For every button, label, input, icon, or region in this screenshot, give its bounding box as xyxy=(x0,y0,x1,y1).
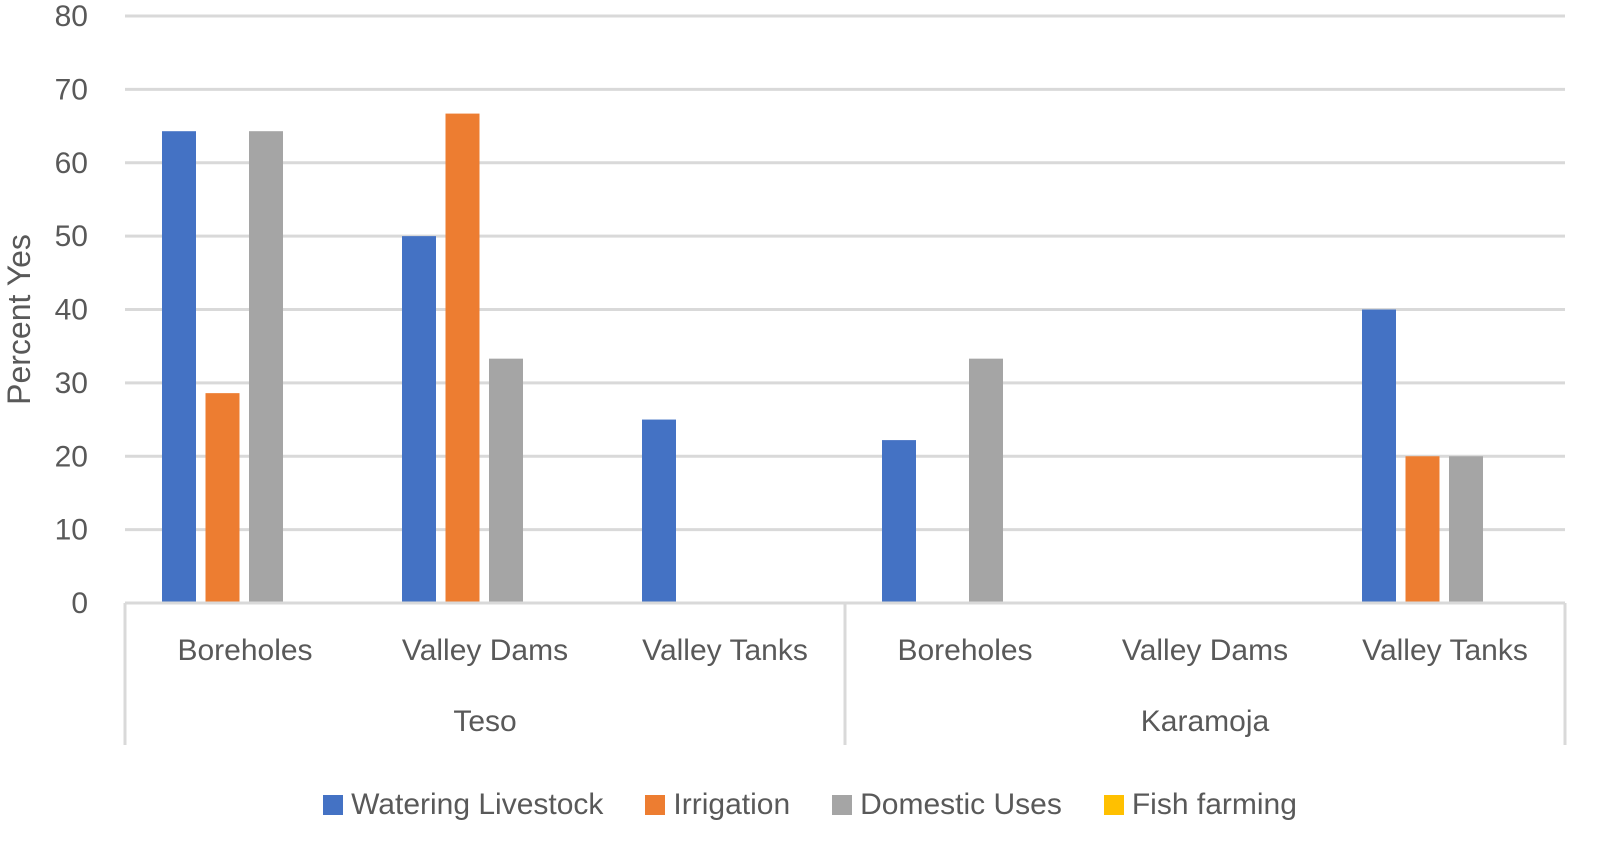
legend-item: Fish farming xyxy=(1103,788,1297,822)
legend-swatch xyxy=(323,795,344,815)
x-category-label: Boreholes xyxy=(897,634,1032,667)
bar xyxy=(402,236,436,603)
legend-swatch xyxy=(645,795,666,815)
y-tick-label: 80 xyxy=(55,0,88,33)
y-tick-label: 60 xyxy=(55,147,88,180)
bar xyxy=(642,419,676,603)
bar xyxy=(1405,456,1440,603)
legend-label: Domestic Uses xyxy=(860,788,1062,821)
bar xyxy=(969,358,1003,603)
legend-item: Irrigation xyxy=(645,788,790,822)
x-group-label: Teso xyxy=(453,705,516,738)
bar xyxy=(445,113,480,604)
bar xyxy=(162,131,196,604)
x-group-label: Karamoja xyxy=(1141,705,1270,738)
y-tick-label: 0 xyxy=(71,587,88,620)
x-category-label: Valley Tanks xyxy=(1362,634,1528,667)
y-tick-label: 70 xyxy=(55,73,88,106)
y-axis-title: Percent Yes xyxy=(1,234,37,405)
chart-legend: Watering Livestock Irrigation Domestic Use… xyxy=(0,780,1620,830)
legend-label: Fish farming xyxy=(1131,788,1297,821)
bar xyxy=(1449,456,1483,603)
legend-swatch xyxy=(1103,795,1124,815)
x-category-label: Valley Dams xyxy=(1122,634,1288,667)
y-tick-label: 30 xyxy=(55,367,88,400)
legend-swatch xyxy=(832,795,853,815)
y-tick-label: 10 xyxy=(55,514,88,547)
bar xyxy=(882,440,916,603)
y-tick-label: 50 xyxy=(55,220,88,253)
legend-label: Watering Livestock xyxy=(351,788,604,821)
x-category-label: Valley Tanks xyxy=(642,634,808,667)
legend-item: Domestic Uses xyxy=(832,788,1062,822)
bar xyxy=(205,393,240,603)
x-category-label: Valley Dams xyxy=(402,634,568,667)
bar xyxy=(489,358,523,603)
bar xyxy=(249,131,283,604)
x-category-label: Boreholes xyxy=(177,634,312,667)
bar-chart: 0 10 20 30 40 50 60 70 80 Percent Yes Boreholes Val… xyxy=(1,0,1567,745)
y-tick-label: 20 xyxy=(55,440,88,473)
bar xyxy=(1362,309,1396,603)
legend-label: Irrigation xyxy=(673,788,791,821)
legend-item: Watering Livestock xyxy=(323,788,603,822)
y-tick-label: 40 xyxy=(55,294,88,327)
